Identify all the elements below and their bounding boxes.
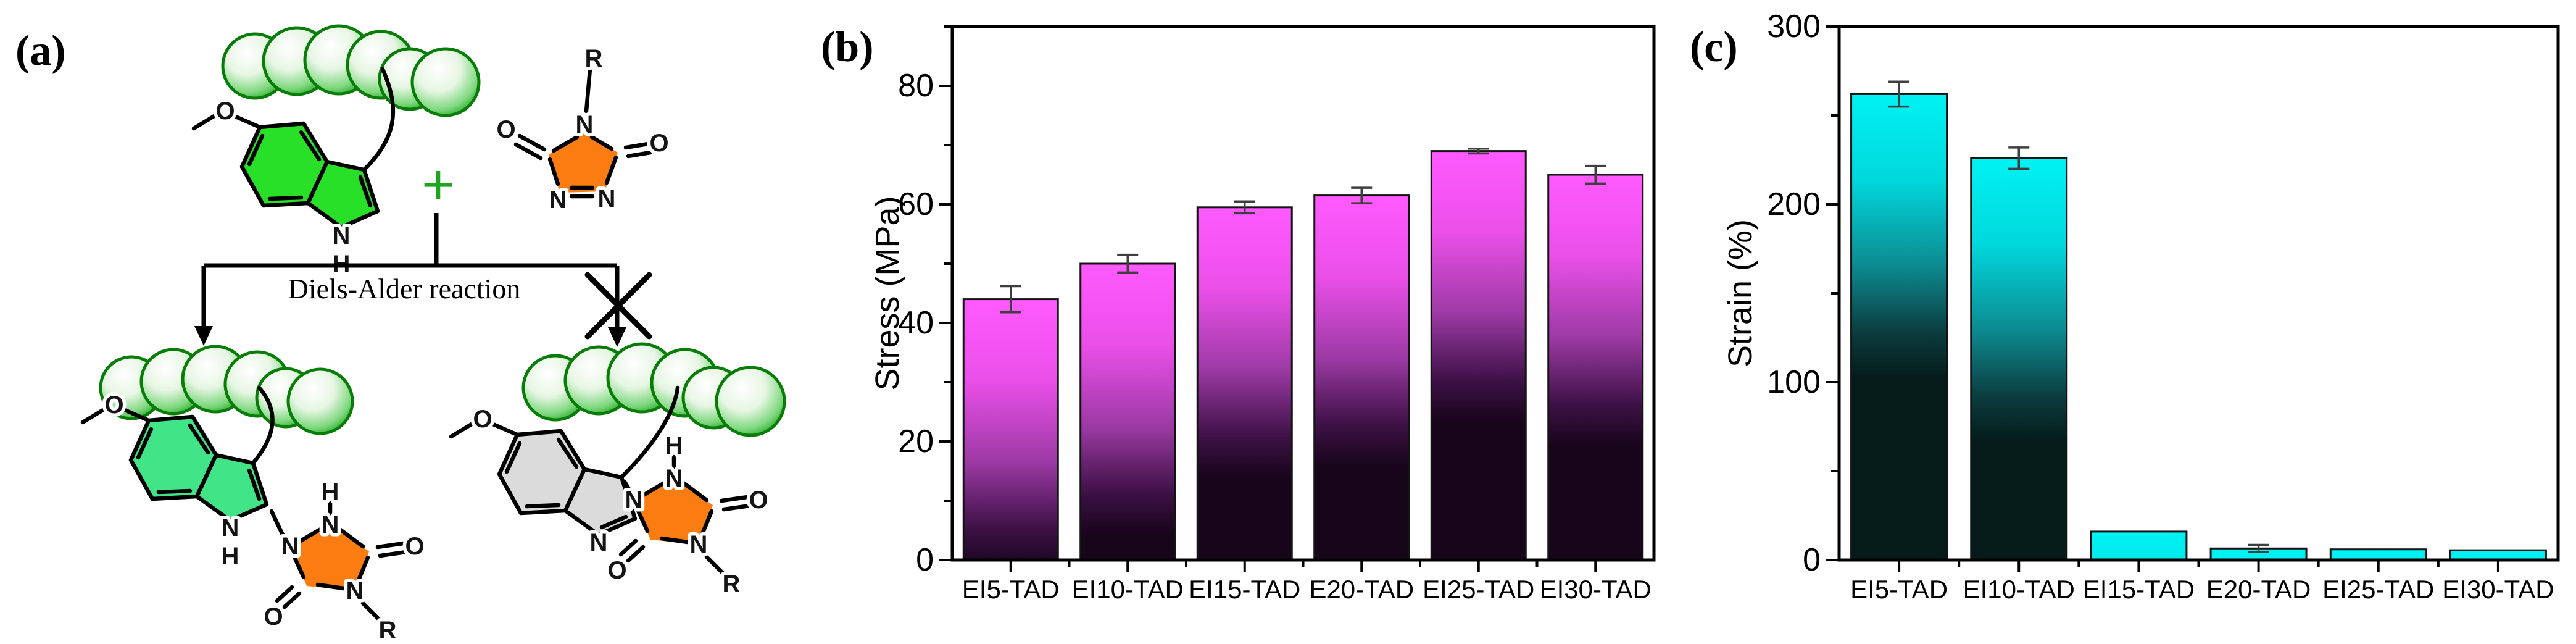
y-tick-label: 60 [898,186,934,222]
error-bar [1000,285,1021,314]
nitrogen-label: N [346,577,364,604]
arrowhead-left-icon [194,326,213,346]
oxygen-label: O [405,533,424,560]
oxygen-label: O [749,487,768,514]
y-tick-label: 0 [1803,542,1821,578]
oxygen-label: O [496,116,515,143]
x-category-label: EI25-TAD [2322,575,2434,604]
hydrogen-label: H [665,432,683,459]
nitrogen-label: N [590,529,608,556]
oxygen-label: O [473,406,492,433]
bar-E20-TAD [1313,194,1410,561]
x-category-label: EI25-TAD [1423,575,1534,604]
polymer-chain-top-icon [221,24,481,117]
error-bar [1888,80,1910,108]
y-tick-label: 80 [898,68,934,104]
nitrogen-label: N [281,533,299,560]
nitrogen-label: N [598,185,616,212]
error-bar [1351,186,1373,204]
error-bar [1117,253,1139,274]
plus-icon: + [422,153,455,216]
x-category-label: EI5-TAD [962,575,1060,604]
x-category-label: EI15-TAD [2083,575,2195,604]
oxygen-label: O [607,557,626,584]
oxygen-label: O [649,130,668,157]
bar-EI30-TAD [1547,174,1644,561]
error-bar [2248,543,2269,553]
tad-reactant: R N N N O O [493,42,672,217]
x-category-label: EI15-TAD [1189,575,1300,604]
oxygen-label: O [104,391,123,419]
nitrogen-label: N [222,514,239,542]
bar-EI10-TAD [1970,157,2068,561]
error-bar [1585,164,1606,185]
reaction-name-label: Diels-Alder reaction [288,273,521,304]
y-tick-label: 20 [898,424,934,459]
hydrogen-label: H [322,479,339,506]
y-tick-label: 200 [1767,186,1821,222]
indole-reactant: O N H [191,67,396,282]
blocked-product: O N N N H N O O R [449,385,771,601]
diels-alder-product: O N H N N H N O O R [80,385,428,644]
oxygen-label: O [215,98,235,125]
panel-a-label: (a) [15,27,66,75]
polymer-chain-left-icon [99,345,354,435]
r-group-label: R [585,45,603,72]
nitrogen-label: N [333,222,351,249]
bar-EI15-TAD [2090,530,2188,561]
y-axis-title: Stress (MPa) [869,196,906,390]
panel-c-label: (c) [1690,23,1738,71]
y-tick-label: 0 [916,542,934,578]
bar-EI10-TAD [1079,262,1176,561]
x-category-label: EI10-TAD [1963,575,2075,604]
x-category-label: E20-TAD [2206,575,2311,604]
x-category-label: EI10-TAD [1072,575,1184,604]
bar-EI25-TAD [2329,548,2427,561]
r-group-label: R [379,617,397,644]
nitrogen-label: N [576,111,594,138]
y-tick-label: 300 [1767,9,1821,44]
y-tick-label: 40 [898,305,934,341]
arrowhead-right-icon [608,327,626,347]
x-category-label: EI30-TAD [2442,575,2554,604]
bar-EI15-TAD [1196,206,1293,561]
oxygen-label: O [264,603,283,630]
error-bar [1468,148,1489,155]
reaction-arrows: Diels-Alder reaction [194,213,652,347]
no-reaction-cross-icon [584,272,652,340]
y-axis-title: Strain (%) [1722,219,1759,367]
error-bar [2008,146,2030,170]
nitrogen-label: N [625,487,643,514]
bar-EI5-TAD [962,298,1059,561]
r-group-label: R [723,571,741,598]
reaction-scheme: O N H + R N N N O O [80,24,786,644]
nitrogen-label: N [690,531,708,558]
bar-EI25-TAD [1430,150,1527,561]
nitrogen-label: N [665,465,683,492]
bar-EI5-TAD [1850,93,1948,561]
x-category-label: EI30-TAD [1540,575,1652,604]
nitrogen-label: N [549,186,567,214]
hydrogen-label: H [222,543,239,570]
nitrogen-label: N [322,511,339,538]
stress-bar-chart: 0 20 40 60 80 EI5-TAD EI10-TAD EI15-TAD E20-TAD E… [869,25,1656,604]
polymer-chain-right-icon [521,342,786,437]
x-category-label: EI5-TAD [1850,575,1948,604]
error-bar [1234,200,1255,215]
x-category-label: E20-TAD [1309,575,1414,604]
y-tick-label: 100 [1767,364,1821,400]
panel-b-label: (b) [821,23,874,71]
strain-bar-chart: 0 100 200 300 EI5-TAD EI10-TAD EI15-TAD E20-TAD… [1722,9,2560,604]
